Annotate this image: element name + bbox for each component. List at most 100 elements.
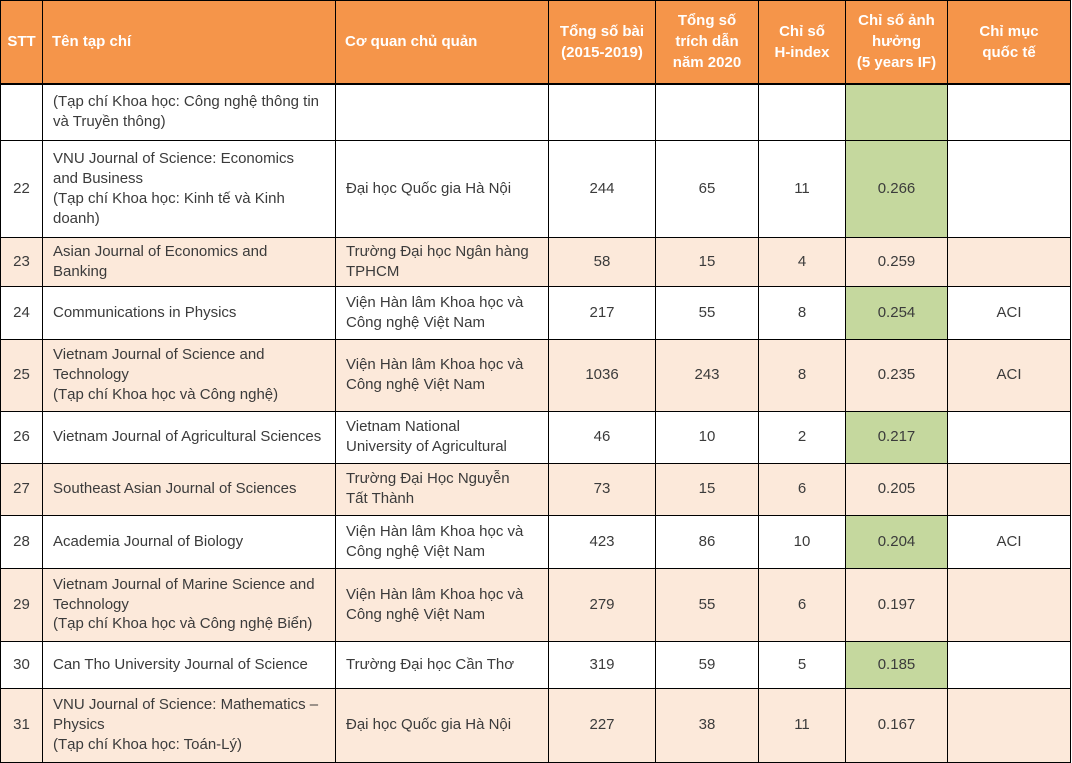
cell-organization: Vietnam National University of Agricultu…	[335, 410, 549, 464]
table-row: 22 VNU Journal of Science: Economics and …	[0, 140, 1071, 238]
cell-stt: 23	[0, 237, 43, 287]
header-row: STT Tên tạp chí Cơ quan chủ quản Tổng số…	[0, 0, 1071, 85]
cell-stt: 30	[0, 640, 43, 689]
table-row: 23 Asian Journal of Economics and Banking…	[0, 237, 1071, 287]
cell-h-index: 8	[758, 338, 846, 412]
cell-impact-factor: 0.235	[845, 338, 948, 412]
cell-citations-2020: 15	[655, 237, 759, 287]
cell-total-articles: 58	[548, 237, 656, 287]
cell-citations-2020: 243	[655, 338, 759, 412]
cell-h-index: 11	[758, 140, 846, 238]
cell-organization: Viện Hàn lâm Khoa học và Công nghệ Việt …	[335, 567, 549, 642]
col-header-international-index: Chỉ mục quốc tế	[947, 0, 1071, 85]
col-header-stt: STT	[0, 0, 43, 85]
cell-citations-2020: 55	[655, 567, 759, 642]
col-header-organization: Cơ quan chủ quản	[335, 0, 549, 85]
cell-journal-name: Academia Journal of Biology	[42, 514, 336, 569]
table-body: (Tạp chí Khoa học: Công nghệ thông tin v…	[0, 83, 1071, 763]
cell-international-index: ACI	[947, 285, 1071, 340]
cell-h-index: 10	[758, 514, 846, 569]
cell-stt: 24	[0, 285, 43, 340]
cell-citations-2020: 38	[655, 687, 759, 763]
cell-total-articles: 244	[548, 140, 656, 238]
cell-organization: Trường Đại học Ngân hàng TPHCM	[335, 237, 549, 287]
table-row: 27 Southeast Asian Journal of Sciences Trư…	[0, 462, 1071, 516]
cell-journal-name: Vietnam Journal of Agricultural Sciences	[42, 410, 336, 464]
cell-total-articles: 46	[548, 410, 656, 464]
table-row: (Tạp chí Khoa học: Công nghệ thông tin v…	[0, 83, 1071, 141]
cell-organization: Viện Hàn lâm Khoa học và Công nghệ Việt …	[335, 338, 549, 412]
cell-h-index: 2	[758, 410, 846, 464]
cell-international-index	[947, 140, 1071, 238]
cell-citations-2020: 59	[655, 640, 759, 689]
cell-impact-factor: 0.259	[845, 237, 948, 287]
cell-journal-name: Vietnam Journal of Science and Technolog…	[42, 338, 336, 412]
cell-h-index: 5	[758, 640, 846, 689]
cell-journal-name: Southeast Asian Journal of Sciences	[42, 462, 336, 516]
cell-organization: Trường Đại học Cần Thơ	[335, 640, 549, 689]
cell-organization: Viện Hàn lâm Khoa học và Công nghệ Việt …	[335, 514, 549, 569]
cell-total-articles: 423	[548, 514, 656, 569]
cell-citations-2020: 15	[655, 462, 759, 516]
cell-citations-2020: 55	[655, 285, 759, 340]
cell-total-articles: 1036	[548, 338, 656, 412]
cell-international-index: ACI	[947, 514, 1071, 569]
table-row: 30 Can Tho University Journal of Science T…	[0, 640, 1071, 689]
cell-impact-factor	[845, 83, 948, 141]
col-header-journal-name: Tên tạp chí	[42, 0, 336, 85]
cell-h-index: 4	[758, 237, 846, 287]
col-header-total-articles: Tổng số bài (2015-2019)	[548, 0, 656, 85]
cell-international-index	[947, 237, 1071, 287]
table-row: 25 Vietnam Journal of Science and Technol…	[0, 338, 1071, 412]
cell-international-index	[947, 83, 1071, 141]
cell-journal-name: VNU Journal of Science: Mathematics – Ph…	[42, 687, 336, 763]
cell-citations-2020: 86	[655, 514, 759, 569]
cell-organization: Đại học Quốc gia Hà Nội	[335, 140, 549, 238]
cell-total-articles: 227	[548, 687, 656, 763]
cell-stt	[0, 83, 43, 141]
cell-international-index	[947, 462, 1071, 516]
cell-journal-name: Asian Journal of Economics and Banking	[42, 237, 336, 287]
col-header-impact-factor: Chỉ số ảnh hưởng (5 years IF)	[845, 0, 948, 85]
cell-organization: Viện Hàn lâm Khoa học và Công nghệ Việt …	[335, 285, 549, 340]
cell-journal-name: Communications in Physics	[42, 285, 336, 340]
cell-stt: 27	[0, 462, 43, 516]
cell-total-articles: 319	[548, 640, 656, 689]
cell-journal-name: Vietnam Journal of Marine Science and Te…	[42, 567, 336, 642]
cell-stt: 31	[0, 687, 43, 763]
cell-journal-name: VNU Journal of Science: Economics and Bu…	[42, 140, 336, 238]
col-header-h-index: Chỉ số H-index	[758, 0, 846, 85]
cell-impact-factor: 0.204	[845, 514, 948, 569]
col-header-citations-2020: Tổng số trích dẫn năm 2020	[655, 0, 759, 85]
cell-impact-factor: 0.185	[845, 640, 948, 689]
cell-h-index	[758, 83, 846, 141]
cell-international-index	[947, 410, 1071, 464]
cell-total-articles	[548, 83, 656, 141]
table-row: 29 Vietnam Journal of Marine Science and …	[0, 567, 1071, 642]
cell-impact-factor: 0.217	[845, 410, 948, 464]
cell-stt: 26	[0, 410, 43, 464]
cell-h-index: 6	[758, 462, 846, 516]
cell-impact-factor: 0.254	[845, 285, 948, 340]
cell-stt: 22	[0, 140, 43, 238]
cell-impact-factor: 0.167	[845, 687, 948, 763]
cell-total-articles: 279	[548, 567, 656, 642]
cell-citations-2020	[655, 83, 759, 141]
cell-stt: 25	[0, 338, 43, 412]
cell-organization: Đại học Quốc gia Hà Nội	[335, 687, 549, 763]
cell-stt: 29	[0, 567, 43, 642]
cell-h-index: 8	[758, 285, 846, 340]
cell-total-articles: 73	[548, 462, 656, 516]
table-row: 31 VNU Journal of Science: Mathematics – …	[0, 687, 1071, 763]
cell-journal-name: (Tạp chí Khoa học: Công nghệ thông tin v…	[42, 83, 336, 141]
table-row: 26 Vietnam Journal of Agricultural Scienc…	[0, 410, 1071, 464]
cell-journal-name: Can Tho University Journal of Science	[42, 640, 336, 689]
cell-stt: 28	[0, 514, 43, 569]
cell-organization	[335, 83, 549, 141]
cell-impact-factor: 0.197	[845, 567, 948, 642]
cell-international-index	[947, 567, 1071, 642]
cell-h-index: 11	[758, 687, 846, 763]
cell-h-index: 6	[758, 567, 846, 642]
cell-total-articles: 217	[548, 285, 656, 340]
